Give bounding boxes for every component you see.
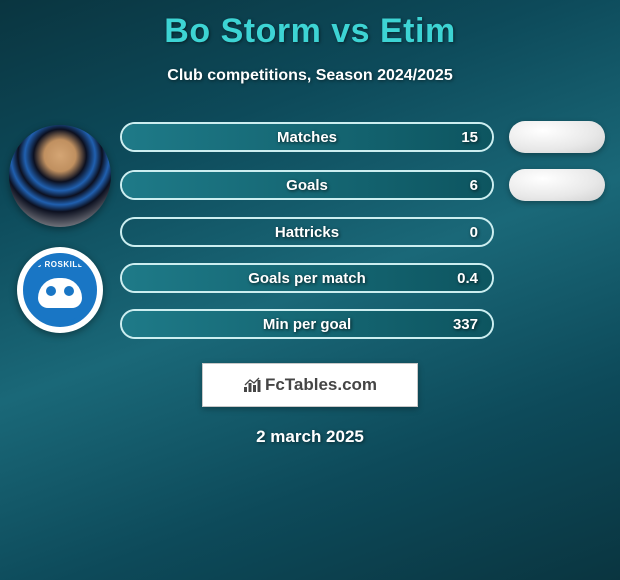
blob-shape <box>509 169 605 201</box>
stat-label: Goals <box>122 177 492 194</box>
stat-bar: Matches15 <box>120 122 494 152</box>
stat-value: 0.4 <box>457 270 478 287</box>
stat-row: Matches15 <box>120 121 612 153</box>
stat-row: Goals per match0.4 <box>120 263 612 293</box>
stat-value: 0 <box>470 224 478 241</box>
stat-row: Goals6 <box>120 169 612 201</box>
comparison-blob <box>502 121 612 153</box>
club-logo: FC ROSKILDE <box>17 247 103 333</box>
chart-icon <box>243 377 261 393</box>
club-name: FC ROSKILDE <box>28 260 92 269</box>
stat-value: 337 <box>453 316 478 333</box>
stat-label: Goals per match <box>122 270 492 287</box>
stat-label: Min per goal <box>122 316 492 333</box>
stat-bar: Goals6 <box>120 170 494 200</box>
stat-bar: Goals per match0.4 <box>120 263 494 293</box>
stat-label: Matches <box>122 129 492 146</box>
brand-text: FcTables.com <box>265 375 377 395</box>
stats-bars: Matches15 Goals6 Hattricks0 Goals per match… <box>120 121 620 339</box>
stat-row: Min per goal337 <box>120 309 612 339</box>
left-column: FC ROSKILDE <box>0 121 120 333</box>
brand-box[interactable]: FcTables.com <box>202 363 418 407</box>
stat-value: 15 <box>461 129 478 146</box>
blob-shape <box>509 121 605 153</box>
subtitle: Club competitions, Season 2024/2025 <box>0 67 620 85</box>
content-area: FC ROSKILDE Matches15 Goals6 Hattricks0 Goa… <box>0 121 620 339</box>
stat-value: 6 <box>470 177 478 194</box>
stat-label: Hattricks <box>122 224 492 241</box>
page-title: Bo Storm vs Etim <box>0 0 620 51</box>
player-photo <box>9 125 111 227</box>
stat-row: Hattricks0 <box>120 217 612 247</box>
date-label: 2 march 2025 <box>0 427 620 447</box>
comparison-blob <box>502 169 612 201</box>
stat-bar: Min per goal337 <box>120 309 494 339</box>
stat-bar: Hattricks0 <box>120 217 494 247</box>
